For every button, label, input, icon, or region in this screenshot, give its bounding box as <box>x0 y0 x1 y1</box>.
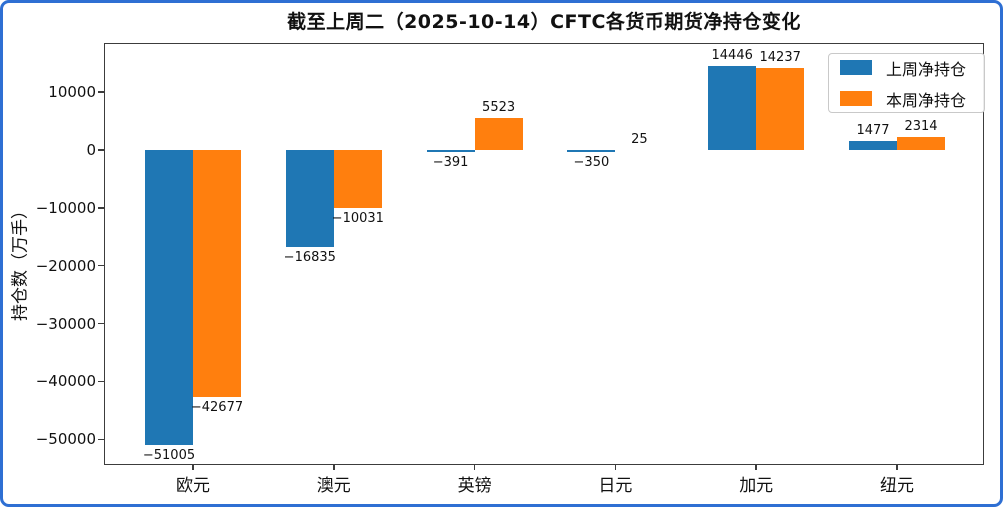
y-tick-label: −10000 <box>35 198 96 217</box>
bar-value-label-last-week-aud: −16835 <box>283 250 336 266</box>
y-axis-label: 持仓数（万手） <box>10 202 31 321</box>
legend: 上周净持仓本周净持仓 <box>828 53 985 113</box>
y-tick-label: 10000 <box>48 83 96 102</box>
bar-last-week-cad <box>708 66 757 150</box>
bar-value-label-this-week-gbp: 5523 <box>482 100 516 116</box>
legend-label-this-week: 本周净持仓 <box>886 90 967 110</box>
x-tick-mark <box>473 465 476 470</box>
bar-value-label-last-week-cad: 14446 <box>711 48 753 64</box>
y-tick-mark <box>98 380 104 383</box>
y-tick-label: −30000 <box>35 314 96 333</box>
bar-this-week-aud <box>333 150 382 209</box>
bar-last-week-euro <box>145 150 193 446</box>
x-tick-label-jpy: 日元 <box>598 476 633 496</box>
bar-value-label-this-week-aud: −10031 <box>331 211 384 227</box>
bar-value-label-this-week-jpy: 25 <box>631 131 648 147</box>
y-tick-mark <box>98 91 104 93</box>
legend-label-last-week: 上周净持仓 <box>886 59 967 79</box>
y-tick-mark <box>98 264 104 267</box>
legend-item-last-week: 上周净持仓 <box>840 56 984 80</box>
bar-last-week-jpy <box>567 150 616 153</box>
x-tick-label-euro: 欧元 <box>176 476 210 496</box>
chart-title: 截至上周二（2025-10-14）CFTC各货币期货净持仓变化 <box>287 11 801 33</box>
y-tick-label: −50000 <box>35 430 96 449</box>
bar-value-label-last-week-jpy: −350 <box>573 155 610 171</box>
legend-swatch-last-week <box>840 60 872 75</box>
x-tick-mark <box>614 465 617 470</box>
x-tick-mark <box>333 465 335 470</box>
y-tick-mark <box>98 322 104 325</box>
bar-value-label-this-week-cad: 14237 <box>759 49 801 65</box>
x-tick-label-cad: 加元 <box>739 476 774 496</box>
y-tick-label: −20000 <box>35 256 96 275</box>
y-tick-label: −40000 <box>35 372 96 391</box>
bar-last-week-gbp <box>426 150 475 153</box>
bar-value-label-this-week-euro: −42677 <box>190 399 244 415</box>
bar-this-week-gbp <box>474 118 523 150</box>
bar-this-week-nzd <box>897 136 945 150</box>
y-tick-mark <box>98 438 104 440</box>
x-tick-mark <box>755 465 757 470</box>
bar-this-week-cad <box>756 67 805 150</box>
bar-value-label-this-week-nzd: 2314 <box>904 118 938 134</box>
bar-value-label-last-week-nzd: 1477 <box>856 123 890 139</box>
y-tick-label: 0 <box>86 141 96 160</box>
x-tick-mark <box>896 465 898 470</box>
bar-value-label-last-week-euro: −51005 <box>142 448 196 464</box>
x-tick-label-nzd: 纽元 <box>880 476 914 496</box>
y-tick-mark <box>98 149 104 151</box>
legend-item-this-week: 本周净持仓 <box>840 87 984 111</box>
y-tick-mark <box>98 207 104 209</box>
bar-this-week-euro <box>193 150 241 397</box>
bar-last-week-nzd <box>849 141 897 150</box>
bar-value-label-last-week-gbp: −391 <box>432 155 469 171</box>
x-tick-label-gbp: 英镑 <box>457 476 492 496</box>
x-tick-label-aud: 澳元 <box>316 476 351 496</box>
legend-swatch-this-week <box>840 91 872 106</box>
plot-area <box>104 43 984 465</box>
x-tick-mark <box>192 465 194 470</box>
bar-last-week-aud <box>285 150 334 248</box>
